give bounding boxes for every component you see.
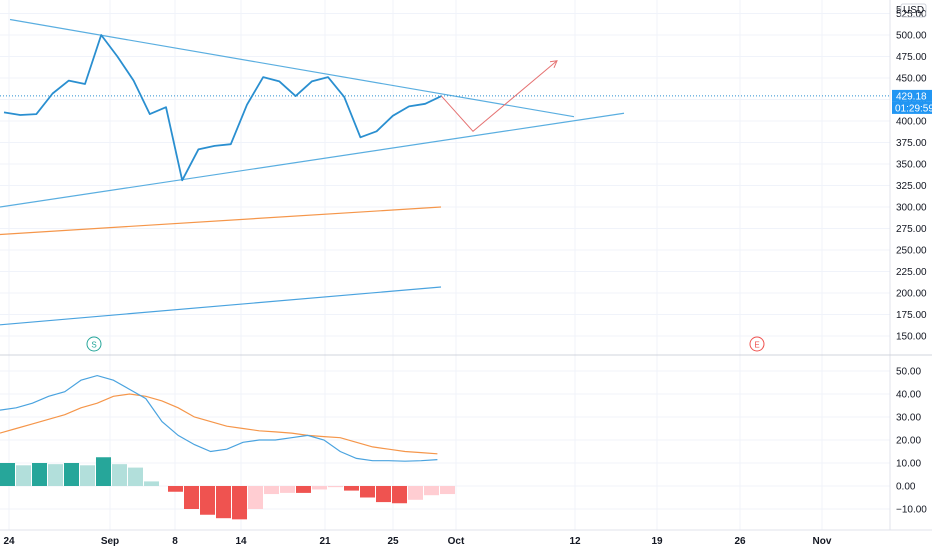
- x-tick-label: 19: [651, 536, 663, 547]
- y-tick-label: 475.00: [896, 52, 927, 63]
- histogram-bar: [32, 463, 47, 486]
- histogram-bar: [80, 465, 95, 486]
- fast-line: [0, 374, 438, 462]
- histogram-bar: [16, 465, 31, 486]
- currency-box: [900, 3, 927, 18]
- price-line: [3, 34, 442, 182]
- y-tick-label: 525.00: [896, 9, 927, 20]
- histogram-bar: [168, 486, 183, 492]
- x-tick-label: 21: [319, 536, 331, 547]
- y-tick-label: −10.00: [896, 505, 927, 516]
- y-tick-label: 50.00: [896, 367, 921, 378]
- y-tick-label: 10.00: [896, 459, 921, 470]
- histogram-bar: [184, 486, 199, 509]
- y-tick-label: 400.00: [896, 117, 927, 128]
- y-tick-label: 150.00: [896, 332, 927, 343]
- histogram-bar: [64, 463, 79, 486]
- histogram-bar: [216, 486, 231, 519]
- histogram-bar: [440, 486, 455, 495]
- trendline-lower: [0, 112, 625, 208]
- event-marker-E: [749, 336, 765, 352]
- x-tick-label: Sep: [101, 536, 119, 547]
- y-tick-label: 200.00: [896, 289, 927, 300]
- current-price-label: 429.18: [896, 91, 927, 102]
- oscillator-pane: [0, 374, 455, 520]
- x-tick-label: 26: [734, 536, 746, 547]
- histogram-bar: [328, 486, 343, 488]
- histogram-bar: [360, 486, 375, 498]
- event-marker-label: S: [91, 341, 96, 350]
- histogram-bar: [144, 481, 159, 486]
- y-tick-label: 450.00: [896, 74, 927, 85]
- y-tick-label-partial: 5: [896, 5, 902, 16]
- x-tick-label: 14: [235, 536, 247, 547]
- y-tick-label: 300.00: [896, 203, 927, 214]
- y-tick-label: 40.00: [896, 390, 921, 401]
- y-tick-label: 325.00: [896, 181, 927, 192]
- histogram-bar: [344, 486, 359, 491]
- x-tick-label: 25: [387, 536, 399, 547]
- y-tick-label: 175.00: [896, 310, 927, 321]
- countdown-box: [892, 101, 932, 114]
- histogram-bar: [392, 486, 407, 504]
- histogram-bar: [296, 486, 311, 493]
- current-price-box: [892, 89, 932, 102]
- histogram-bar: [0, 463, 15, 486]
- histogram-bar: [48, 464, 63, 486]
- currency-label[interactable]: USD: [903, 5, 924, 16]
- histogram-bar: [200, 486, 215, 515]
- ma-slow-line: [0, 286, 442, 326]
- y-tick-label: 30.00: [896, 413, 921, 424]
- y-tick-label: 375.00: [896, 138, 927, 149]
- event-marker-S: [86, 336, 102, 352]
- histogram-bar: [408, 486, 423, 500]
- grid: [0, 0, 890, 530]
- signal-line: [0, 393, 438, 455]
- projection-path: [441, 60, 558, 132]
- histogram-bar: [232, 486, 247, 520]
- y-tick-label: 500.00: [896, 31, 927, 42]
- y-tick-label: 250.00: [896, 246, 927, 257]
- histogram-bar: [264, 486, 279, 495]
- histogram-bar: [280, 486, 295, 493]
- projection-arrowhead: [549, 60, 558, 68]
- y-tick-label: 350.00: [896, 160, 927, 171]
- countdown-label: 01:29:59: [895, 103, 932, 114]
- trendline-upper: [9, 18, 575, 118]
- x-tick-label: 8: [172, 536, 178, 547]
- x-tick-label: 12: [569, 536, 581, 547]
- event-marker-label: E: [754, 341, 759, 350]
- y-tick-label: 225.00: [896, 267, 927, 278]
- histogram-bar: [96, 457, 111, 486]
- y-tick-label: 20.00: [896, 436, 921, 447]
- x-tick-label: Oct: [448, 536, 465, 547]
- y-tick-label: 0.00: [896, 482, 916, 493]
- ma-long-line: [0, 206, 442, 236]
- histogram-bar: [312, 486, 327, 490]
- histogram-bar: [376, 486, 391, 503]
- histogram-bar: [424, 486, 439, 496]
- x-tick-label: 24: [3, 536, 15, 547]
- histogram-bar: [248, 486, 263, 509]
- y-tick-label: 275.00: [896, 224, 927, 235]
- histogram-bar: [128, 467, 143, 486]
- x-tick-label: Nov: [813, 536, 832, 547]
- histogram-bar: [112, 464, 127, 486]
